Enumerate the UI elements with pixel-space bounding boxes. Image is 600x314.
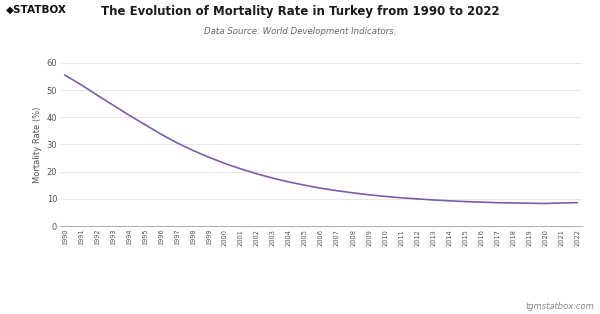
Text: ◆STATBOX: ◆STATBOX bbox=[6, 5, 67, 15]
Text: The Evolution of Mortality Rate in Turkey from 1990 to 2022: The Evolution of Mortality Rate in Turke… bbox=[101, 5, 499, 18]
Text: tgmstatbox.com: tgmstatbox.com bbox=[525, 302, 594, 311]
Text: Data Source: World Development Indicators.: Data Source: World Development Indicator… bbox=[204, 27, 396, 36]
Y-axis label: Mortality Rate (%): Mortality Rate (%) bbox=[34, 106, 43, 183]
